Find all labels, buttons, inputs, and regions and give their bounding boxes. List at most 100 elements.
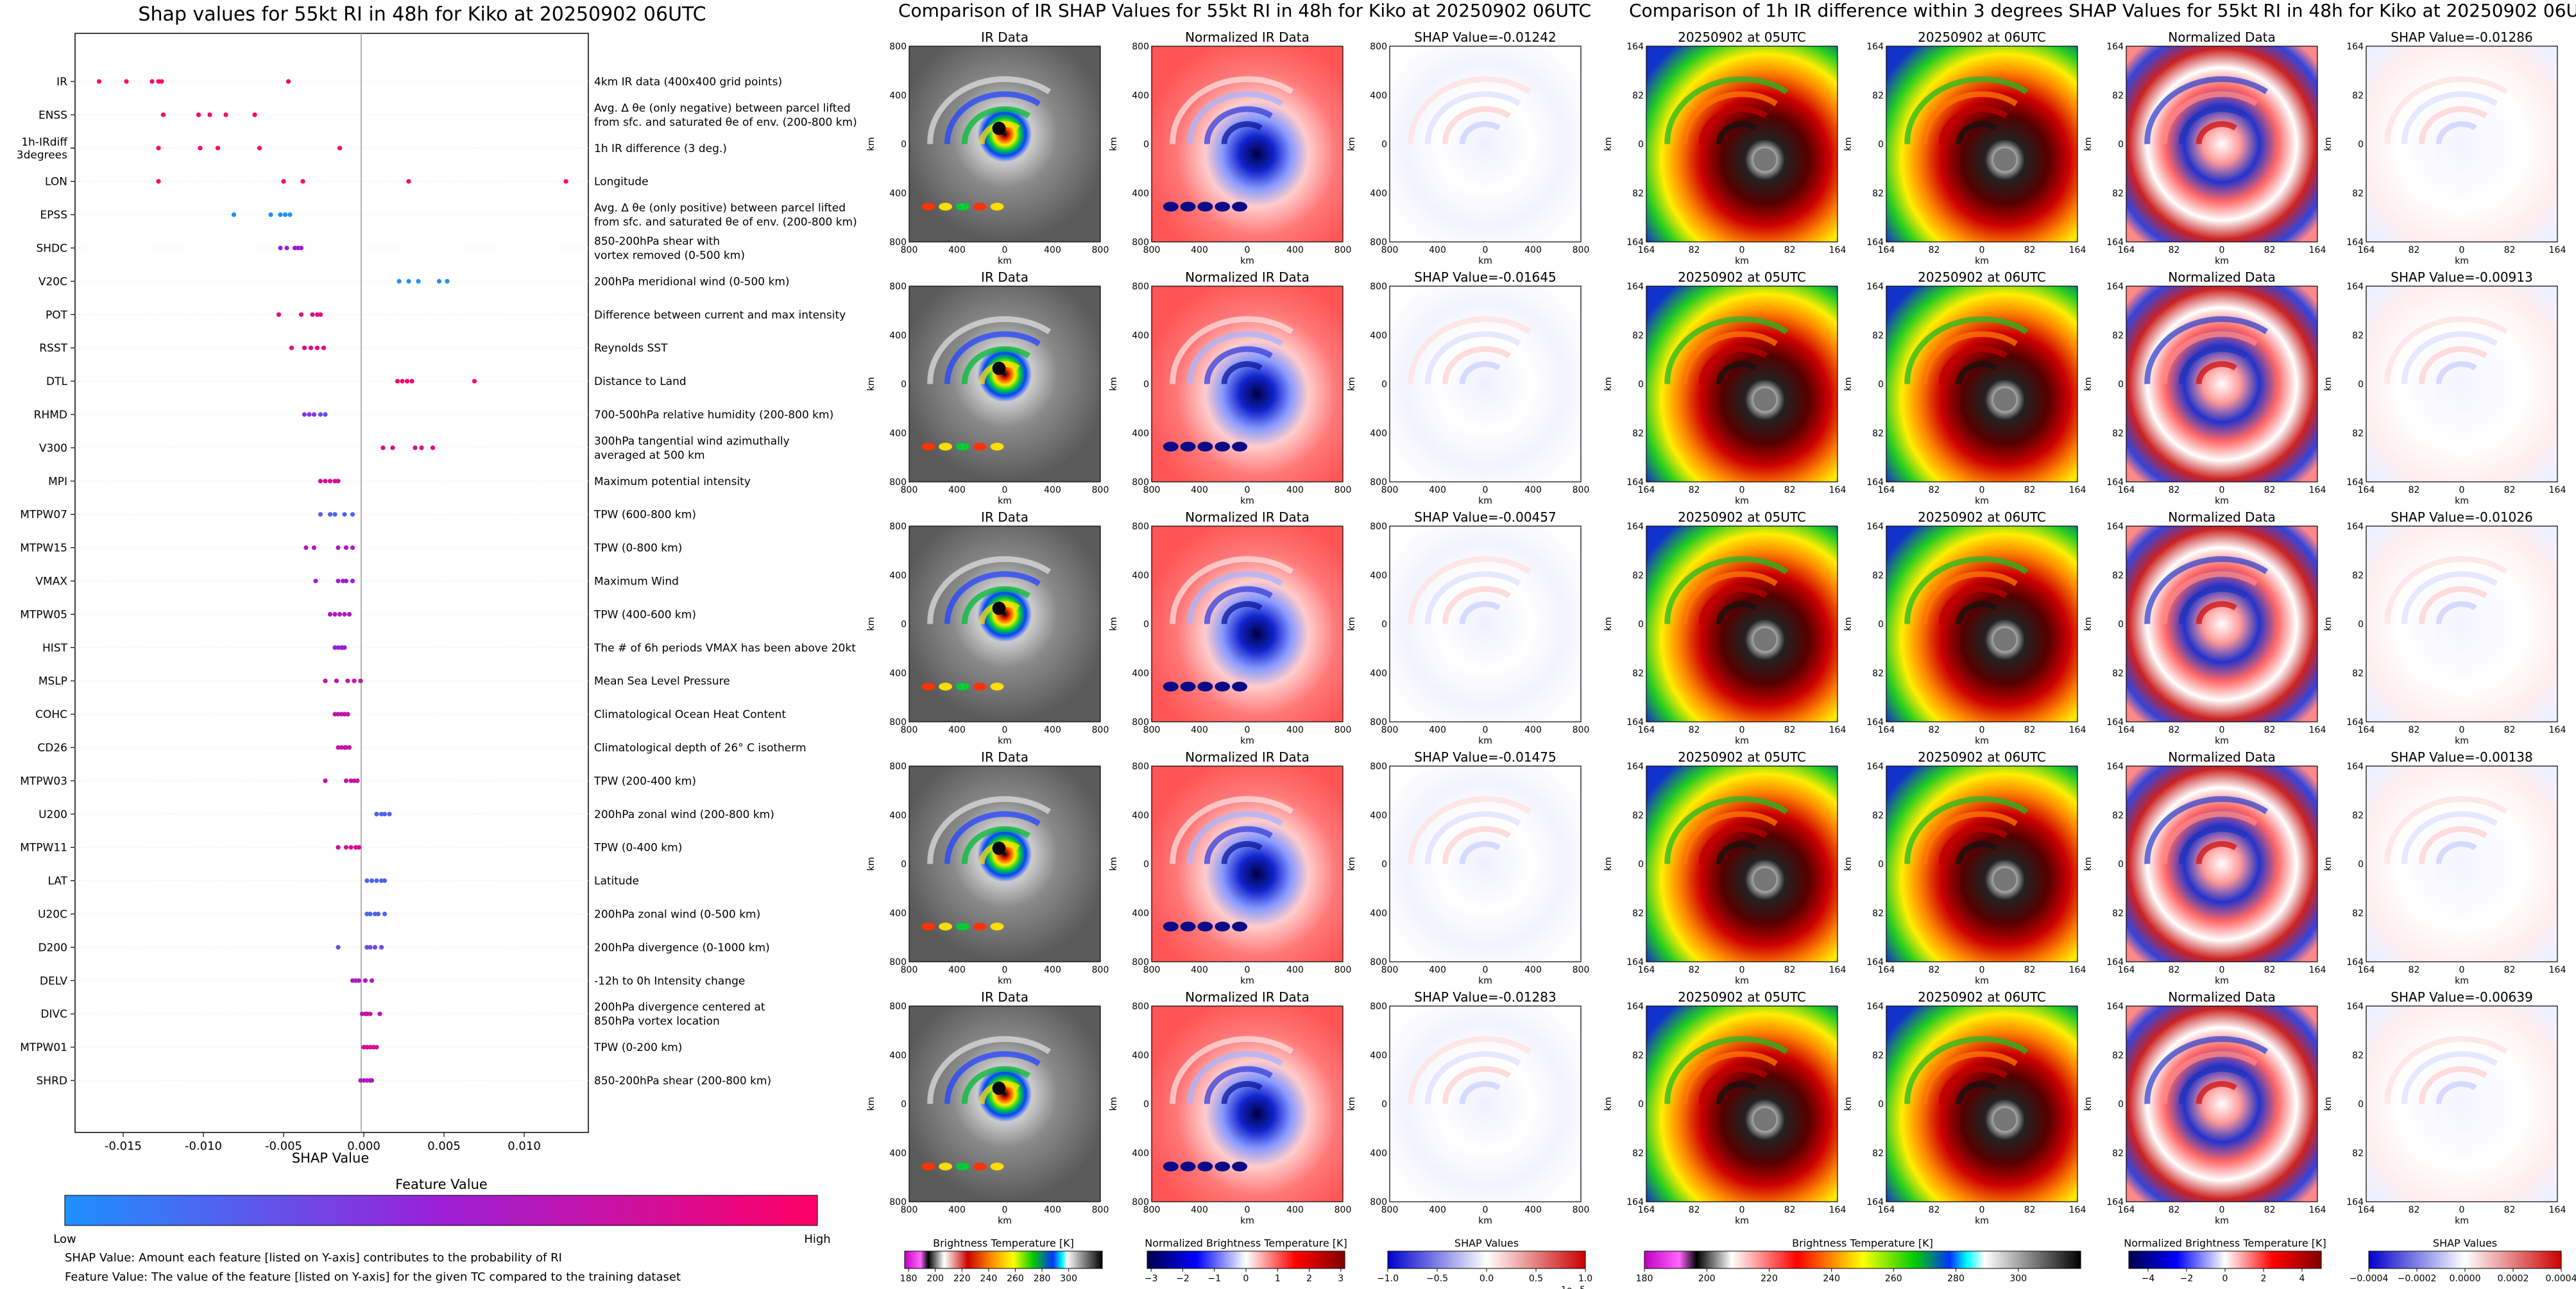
- y-tick-label: 164: [1866, 957, 1884, 968]
- y-tick-label: 400: [1132, 189, 1149, 199]
- y-axis-label: km: [2083, 1097, 2094, 1111]
- spiral-band: [2144, 76, 2269, 144]
- shap-point: [436, 278, 442, 284]
- y-tick-label: 800: [889, 762, 907, 772]
- y-tick-label: 0: [1878, 620, 1884, 630]
- x-tick-label: 0: [2219, 725, 2225, 735]
- y-tick-label: 82: [1872, 330, 1884, 341]
- cloud-cluster: [921, 923, 935, 931]
- storm-eye: [1993, 868, 2017, 891]
- y-tick-label: 800: [889, 237, 907, 248]
- cloud-cluster: [990, 203, 1004, 211]
- y-tick-label: 400: [889, 90, 907, 101]
- shap-point: [342, 712, 347, 717]
- y-tick-label: 164: [1626, 237, 1644, 248]
- panel-title: IR Data: [981, 269, 1028, 285]
- spiral-band: [1459, 361, 1501, 384]
- shap-point: [374, 1045, 379, 1050]
- spiral-band: [1425, 571, 1522, 624]
- cold-cluster: [1163, 1161, 1179, 1172]
- storm-eye: [1753, 148, 1777, 171]
- y-tick-label: 0: [2358, 620, 2364, 630]
- x-tick-label: 800: [1335, 245, 1352, 255]
- x-tick-label: 164: [2118, 485, 2135, 495]
- image-field: [2366, 46, 2557, 242]
- cloud-cluster: [956, 443, 969, 451]
- x-tick-label: 164: [1638, 725, 1655, 735]
- x-tick-label: 400: [1286, 725, 1304, 735]
- cold-cluster: [1215, 201, 1231, 212]
- feature-name: V20C: [38, 275, 67, 288]
- feature-description: 200hPa divergence centered at: [594, 1001, 765, 1014]
- colorbar: [1147, 1251, 1345, 1269]
- shap-point: [368, 1045, 373, 1050]
- x-axis-label: km: [1478, 496, 1492, 506]
- x-tick-label: 164: [2309, 485, 2326, 495]
- x-tick-label: 164: [2549, 245, 2566, 255]
- x-tick-label: 82: [2504, 485, 2516, 495]
- shap-point: [298, 312, 304, 317]
- grid-g-storm-g-storm-g-norm-g-shap2: Comparison of 1h IR difference within 3 …: [1603, 0, 2576, 1284]
- spiral-band: [1716, 361, 1757, 384]
- y-tick-label: 0: [1878, 140, 1884, 150]
- x-axis-label: km: [1240, 976, 1254, 986]
- x-tick-label: 400: [1524, 485, 1542, 495]
- x-axis-label: km: [2215, 256, 2229, 266]
- y-axis-label: km: [866, 857, 876, 871]
- feature-description: from sfc. and saturated θe of env. (200-…: [594, 116, 857, 129]
- panel-frame: [1389, 46, 1582, 243]
- shap-point: [382, 878, 388, 884]
- shap-point: [406, 278, 411, 284]
- y-tick-label: 164: [1626, 42, 1644, 52]
- shap-point: [327, 479, 333, 484]
- panel-title: SHAP Value=-0.01026: [2391, 509, 2532, 525]
- y-tick-label: 164: [2106, 717, 2124, 728]
- spiral-band: [2144, 316, 2269, 384]
- y-tick-label: 82: [2112, 909, 2124, 919]
- shap-point: [159, 79, 164, 84]
- x-tick-label: 0: [1739, 725, 1745, 735]
- spiral-band: [2401, 571, 2498, 624]
- spiral-band: [1170, 556, 1294, 624]
- shap-point: [374, 878, 379, 884]
- x-tick-label: 164: [1638, 245, 1655, 255]
- storm-eye: [1753, 628, 1777, 651]
- feature-description: averaged at 500 km: [594, 449, 705, 462]
- y-tick-label: 82: [1872, 810, 1884, 821]
- y-tick-label: 82: [2352, 909, 2364, 919]
- x-axis-label: km: [1735, 976, 1749, 986]
- storm-eye: [992, 121, 1006, 135]
- spiral-band: [1204, 346, 1273, 384]
- y-tick-label: 800: [1370, 717, 1387, 728]
- cold-cluster: [1197, 441, 1213, 452]
- shap-point: [374, 812, 379, 817]
- x-tick-label: -0.010: [185, 1140, 222, 1153]
- colorbar-label: Brightness Temperature [K]: [933, 1237, 1074, 1249]
- feature-description: 200hPa meridional wind (0-500 km): [594, 275, 790, 288]
- x-axis-label: km: [1240, 1216, 1254, 1226]
- x-tick-label: 82: [2024, 725, 2036, 735]
- image-field: [1646, 1006, 1838, 1202]
- shap-point: [413, 445, 418, 450]
- y-tick-label: 164: [2106, 762, 2124, 772]
- shap-point: [332, 645, 337, 650]
- spiral-band: [1204, 826, 1273, 864]
- panel-frame: [1389, 286, 1582, 482]
- colorbar-tick-label: −0.0002: [2398, 1274, 2437, 1284]
- shap-point: [340, 578, 346, 584]
- x-tick-label: 0: [1483, 485, 1488, 495]
- y-axis-label: km: [1347, 617, 1357, 631]
- storm-eye: [992, 841, 1006, 855]
- x-tick-label: 164: [1638, 1205, 1655, 1215]
- y-tick-label: 164: [2106, 42, 2124, 52]
- x-tick-label: 400: [1044, 485, 1061, 495]
- cold-cluster: [1197, 1161, 1213, 1172]
- y-tick-label: 0: [1878, 1100, 1884, 1110]
- x-tick-label: 400: [1429, 725, 1446, 735]
- image-field: [1646, 766, 1838, 962]
- shap-point: [419, 445, 424, 450]
- panel-frame: [2126, 1005, 2318, 1202]
- y-tick-label: 0: [2118, 380, 2124, 390]
- shap-point: [278, 212, 283, 218]
- y-tick-label: 164: [1626, 477, 1644, 488]
